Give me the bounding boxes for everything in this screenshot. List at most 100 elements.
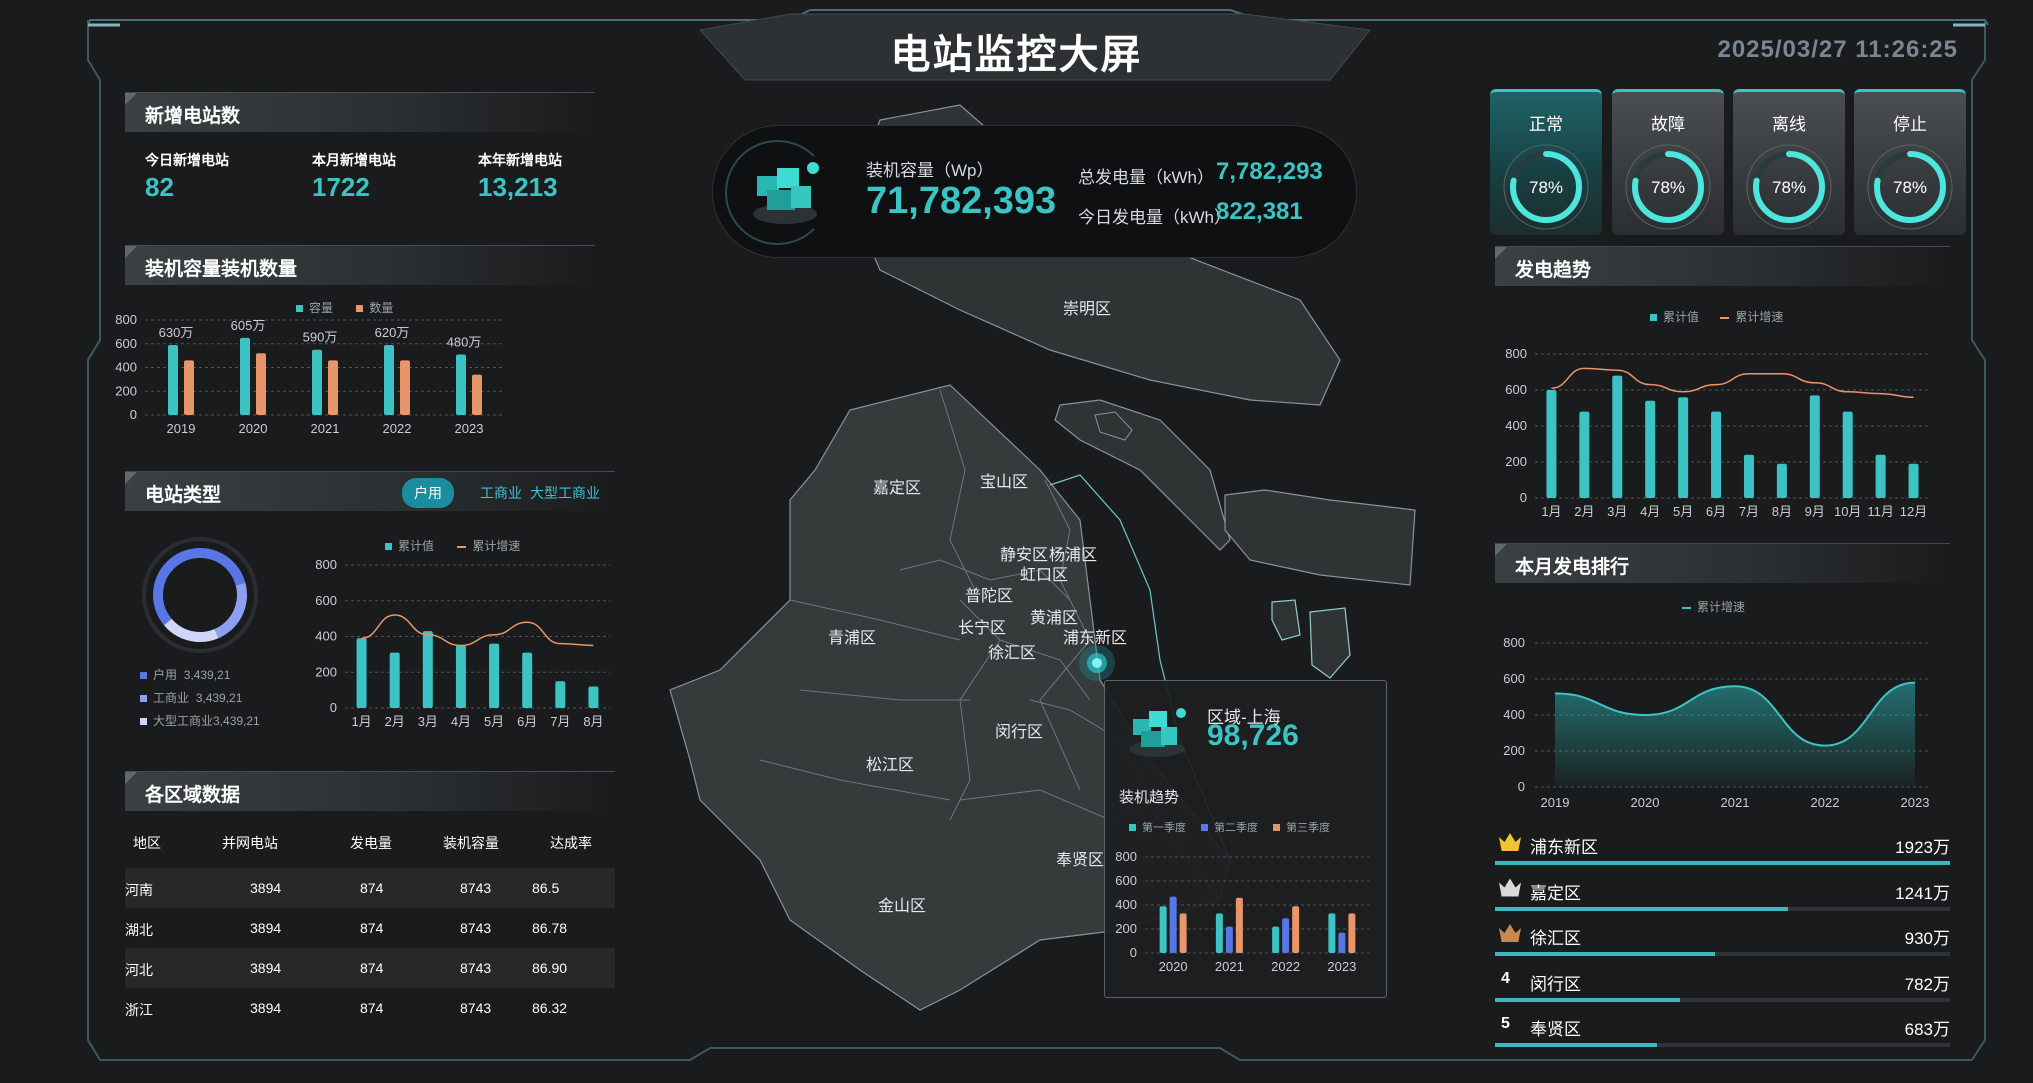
capacity-chart: 0 200 400 600 800 2019 630万 2020 605万 2021 590万 202… [115,312,505,436]
bar-第二季度-2020[interactable] [1169,896,1177,953]
map-label[interactable]: 浦东新区 [1063,629,1127,647]
map-label[interactable]: 黄浦区 [1030,609,1078,627]
bar-累计值-10月[interactable] [1842,411,1853,498]
x-tick-label: 3月 [418,714,438,729]
map-label[interactable]: 徐汇区 [988,644,1036,662]
bar-累计值-9月[interactable] [1809,395,1820,498]
bar-第一季度-2022[interactable] [1272,926,1280,953]
ranking-row[interactable]: 徐汇区 930万 [1495,916,1950,960]
bar-累计值-3月[interactable] [422,631,433,708]
bar-累计值-3月[interactable] [1612,375,1623,498]
status-card-label: 故障 [1651,115,1685,134]
bar-第三季度-2022[interactable] [1292,906,1300,953]
map-island-changxing[interactable] [1054,399,1231,551]
x-tick-label: 6月 [1706,504,1726,519]
legend-count: 数量 [356,301,393,315]
station-type-legend: 户用 3,439,21 工商业 3,439,21 大型工商业3,439,21 [140,664,260,733]
status-card-stopped[interactable]: 停止 78% [1854,89,1966,235]
bar-第三季度-2020[interactable] [1179,913,1187,953]
map-label[interactable]: 嘉定区 [873,479,921,497]
bar-累计值-11月[interactable] [1875,454,1886,498]
map-island-hengsha[interactable] [1224,489,1416,586]
bar-第三季度-2023[interactable] [1348,913,1356,953]
status-card-fault[interactable]: 故障 78% [1612,89,1724,235]
line-累计增速[interactable] [1551,367,1914,398]
ranking-bar-track [1495,997,1950,1002]
bar-累计值-6月[interactable] [1711,411,1722,498]
bar-累计值-7月[interactable] [1743,454,1754,498]
bar-累计值-6月[interactable] [522,652,533,708]
table-row[interactable]: 河北 3894 874 8743 86.90 [125,948,615,988]
map-island-e2[interactable] [1309,607,1351,679]
bar-累计值-4月[interactable] [455,645,466,708]
line-累计增速[interactable] [361,614,594,647]
table-row[interactable]: 浙江 3894 874 8743 86.32 [125,988,615,1028]
bar-累计值-4月[interactable] [1645,400,1656,498]
map-label[interactable]: 杨浦区 [1049,546,1097,564]
th-generation: 发电量 [350,835,392,851]
x-tick-label: 2022 [383,421,412,436]
map-label[interactable]: 普陀区 [965,587,1013,605]
ranking-row[interactable]: 5 奉贤区 683万 [1495,1007,1950,1051]
map-label[interactable]: 崇明区 [1063,300,1111,318]
bar-累计值-2月[interactable] [1579,411,1590,498]
x-tick-label: 2月 [1574,504,1594,519]
bar-数量-2020[interactable] [256,353,266,415]
line-growth[interactable] [1554,681,1916,747]
bar-累计值-12月[interactable] [1908,463,1919,498]
bar-第一季度-2021[interactable] [1215,913,1223,953]
map-label[interactable]: 奉贤区 [1056,851,1104,869]
bar-累计值-5月[interactable] [1678,397,1689,498]
bar-累计值-1月[interactable] [1546,390,1557,498]
bar-数量-2021[interactable] [328,360,338,415]
bar-第三季度-2021[interactable] [1235,897,1243,953]
tab-residential[interactable]: 户用 [402,478,454,508]
status-card-normal[interactable]: 正常 78% [1490,89,1602,235]
bar-第一季度-2020[interactable] [1159,906,1167,953]
table-cell: 8743 [460,960,492,976]
table-row[interactable]: 湖北 3894 874 8743 86.78 [125,908,615,948]
bar-第一季度-2023[interactable] [1328,913,1336,953]
bar-累计值-5月[interactable] [489,643,500,708]
ranking-value: 683万 [1904,1020,1950,1039]
x-tick-label: 2023 [1901,795,1930,810]
bar-第二季度-2021[interactable] [1225,926,1233,953]
map-label[interactable]: 虹口区 [1020,566,1068,584]
bar-容量-2022[interactable] [384,344,394,415]
map-mainland[interactable] [669,384,1231,1011]
bar-数量-2023[interactable] [472,374,482,415]
tab-commercial[interactable]: 工商业 [480,485,522,501]
bar-第二季度-2022[interactable] [1282,918,1290,953]
bar-累计值-2月[interactable] [389,652,400,708]
map-label[interactable]: 青浦区 [828,629,876,647]
bar-累计值-7月[interactable] [555,681,566,708]
map-island-small[interactable] [1094,411,1133,441]
bar-数量-2022[interactable] [400,360,410,415]
map-label[interactable]: 松江区 [866,756,914,774]
bar-累计值-1月[interactable] [356,638,367,708]
table-row[interactable]: 河南 3894 874 8743 86.5 [125,868,615,908]
bar-累计值-8月[interactable] [1776,463,1787,498]
status-card-offline[interactable]: 离线 78% [1733,89,1845,235]
bar-容量-2021[interactable] [312,349,322,415]
map-island-e1[interactable] [1271,599,1301,641]
table-cell: 874 [360,880,384,896]
bar-数量-2019[interactable] [184,360,194,415]
ranking-row[interactable]: 浦东新区 1923万 [1495,825,1950,869]
map-label[interactable]: 闵行区 [995,723,1043,741]
th-capacity: 装机容量 [443,835,499,851]
tab-large-commercial[interactable]: 大型工商业 [530,485,600,501]
bar-容量-2019[interactable] [168,344,178,415]
table-cell: 3894 [250,920,282,936]
ranking-row[interactable]: 4 闵行区 782万 [1495,962,1950,1006]
bar-第二季度-2023[interactable] [1338,932,1346,953]
map-label[interactable]: 静安区 [1000,546,1048,564]
map-label[interactable]: 宝山区 [980,473,1028,491]
bar-累计值-8月[interactable] [588,686,599,708]
ranking-row[interactable]: 嘉定区 1241万 [1495,871,1950,915]
bar-容量-2023[interactable] [456,354,466,415]
map-label[interactable]: 长宁区 [958,619,1006,637]
bar-容量-2020[interactable] [240,337,250,415]
map-label[interactable]: 金山区 [878,897,926,915]
legend-gen-cumulative: 累计值 [1650,310,1699,324]
